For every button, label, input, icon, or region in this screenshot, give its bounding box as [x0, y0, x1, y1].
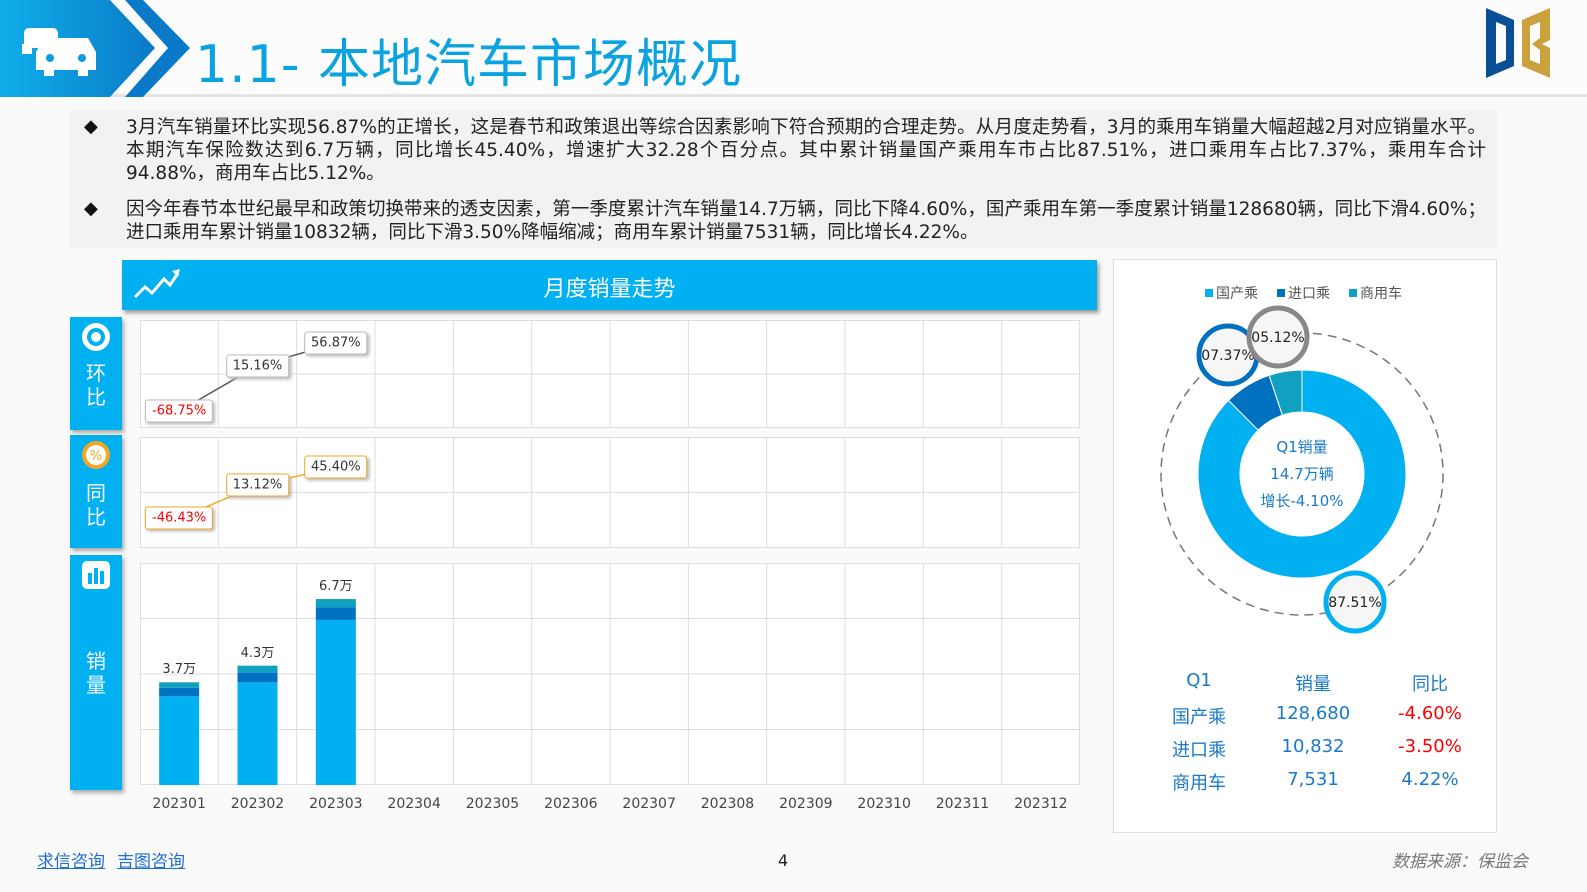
x-tick-label: 202312 — [1014, 796, 1068, 812]
donut-slice — [1268, 369, 1303, 416]
percent-bubble-label: 05.12% — [1251, 330, 1304, 346]
data-label: 15.16% — [225, 354, 290, 378]
table-cell: 4.22% — [1401, 769, 1459, 790]
bar-segment — [315, 619, 356, 785]
header-car-badge — [0, 0, 190, 97]
percent-bubble-label: 07.37% — [1201, 348, 1254, 364]
bar-total-label: 4.3万 — [240, 645, 275, 661]
svg-text:%: % — [90, 449, 102, 464]
bar-segment — [237, 672, 278, 683]
percent-bubble-label: 87.51% — [1328, 595, 1381, 611]
x-tick-label: 202302 — [230, 796, 285, 812]
legend-label: 国产乘 — [1216, 286, 1258, 302]
x-tick-label: 202305 — [465, 796, 520, 812]
legend-label: 商用车 — [1360, 285, 1402, 302]
legend-swatch — [1349, 289, 1357, 297]
x-tick-label: 202310 — [857, 796, 911, 812]
footer-link-qiuxin[interactable]: 求信咨询 — [37, 852, 105, 872]
table-cell: 商用车 — [1172, 773, 1226, 794]
data-label: 56.87% — [304, 331, 368, 355]
x-tick-label: 202303 — [309, 796, 363, 812]
donut-center-text: 增长-4.10% — [1260, 492, 1343, 510]
table-cell: 7,531 — [1287, 769, 1339, 790]
bar-segment — [315, 607, 356, 620]
page-number: 4 — [778, 851, 789, 870]
legend-label: 进口乘 — [1288, 286, 1330, 302]
x-tick-label: 202306 — [544, 796, 598, 812]
banner-title: 月度销量走势 — [543, 277, 676, 302]
summary-box: ◆ 3月汽车销量环比实现56.87%的正增长，这是春节和政策退出等综合因素影响下… — [70, 110, 1497, 248]
data-label: 45.40% — [304, 455, 368, 479]
data-label: 13.12% — [225, 473, 290, 497]
bullet-icon: ◆ — [84, 198, 98, 219]
bar-segment — [159, 696, 200, 785]
bar-segment — [237, 682, 278, 785]
table-cell: 10,832 — [1281, 736, 1345, 757]
trend-icon — [133, 269, 180, 299]
bar-segment — [237, 665, 278, 673]
bar-chart-icon — [82, 561, 110, 589]
table-header: 销量 — [1295, 674, 1331, 695]
side-label-sales: 销量 — [70, 555, 122, 790]
bar-segment — [315, 599, 356, 608]
page-title: 1.1- 本地汽车市场概况 — [195, 35, 742, 95]
table-cell: 128,680 — [1275, 703, 1351, 724]
donut-center-text: Q1销量 — [1276, 438, 1327, 456]
x-tick-label: 202308 — [700, 796, 755, 812]
side-label-mom: 环比 — [70, 317, 122, 430]
x-tick-label: 202309 — [779, 796, 833, 812]
bar-total-label: 6.7万 — [318, 579, 353, 595]
monthly-banner: 月度销量走势 — [122, 260, 1097, 310]
bullet-icon: ◆ — [84, 116, 98, 137]
company-logo — [1486, 8, 1550, 78]
x-tick-label: 202307 — [622, 796, 676, 812]
car-icon — [22, 28, 96, 76]
data-label: -46.43% — [145, 506, 214, 530]
table-header: 同比 — [1412, 674, 1448, 695]
table-header: Q1 — [1186, 670, 1212, 691]
data-source: 数据来源：保监会 — [1392, 852, 1528, 872]
x-tick-label: 202304 — [387, 796, 441, 812]
table-cell: -3.50% — [1398, 736, 1462, 757]
footer-link-jitu[interactable]: 吉图咨询 — [117, 852, 185, 872]
bar-segment — [159, 682, 200, 688]
table-cell: -4.60% — [1398, 703, 1462, 724]
donut-center-text: 14.7万辆 — [1270, 465, 1333, 483]
target-icon — [82, 323, 110, 351]
percent-bubble — [1246, 305, 1310, 369]
legend-swatch — [1205, 289, 1213, 297]
legend-swatch — [1277, 289, 1285, 297]
summary-paragraph: 因今年春节本世纪最早和政策切换带来的透支因素，第一季度累计汽车销量14.7万辆，… — [126, 199, 1486, 243]
bar-segment — [159, 687, 200, 697]
x-tick-label: 202301 — [152, 796, 206, 812]
summary-paragraph: 3月汽车销量环比实现56.87%的正增长，这是春节和政策退出等综合因素影响下符合… — [126, 117, 1486, 184]
header-band — [0, 0, 1587, 97]
data-label: -68.75% — [145, 399, 214, 423]
bar-total-label: 3.7万 — [162, 662, 196, 678]
x-tick-label: 202311 — [935, 796, 990, 812]
table-cell: 国产乘 — [1172, 707, 1226, 728]
table-cell: 进口乘 — [1172, 740, 1226, 761]
percent-icon: % — [82, 441, 110, 469]
side-label-yoy: % 同比 — [70, 435, 122, 548]
percent-bubble — [1323, 570, 1387, 634]
